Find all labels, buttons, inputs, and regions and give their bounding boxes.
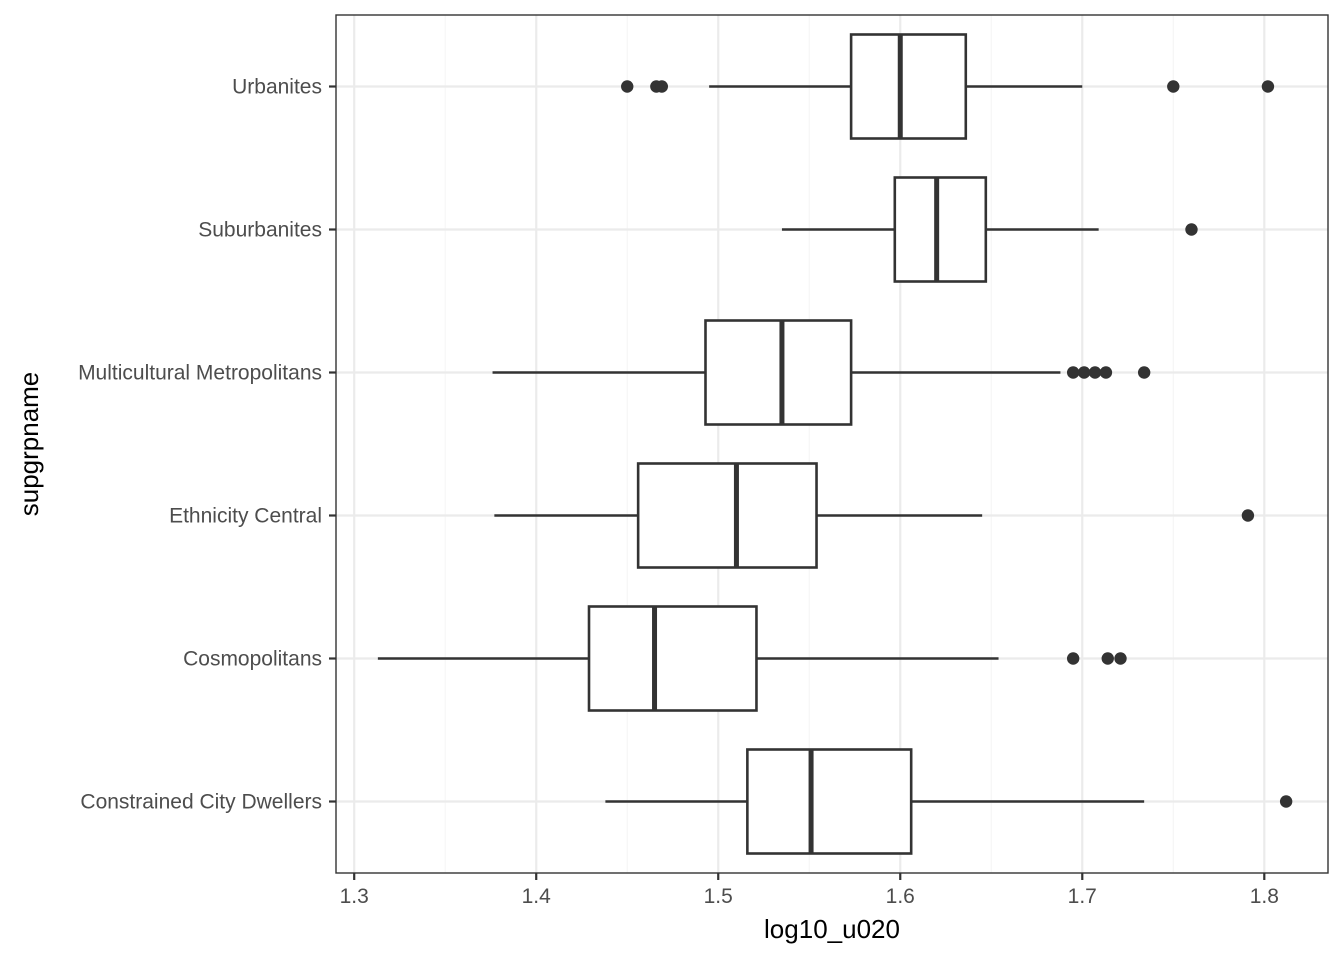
box-iqr: [746, 748, 913, 855]
x-axis-title: log10_u020: [764, 914, 900, 944]
box-series: [377, 33, 1293, 855]
x-tick-label: 1.3: [340, 885, 369, 908]
outlier-point: [1066, 652, 1080, 665]
box-group: [605, 748, 1293, 855]
outlier-point: [1167, 80, 1180, 93]
panel-border: [335, 14, 1329, 874]
y-tick-label: Constrained City Dwellers: [80, 791, 322, 814]
x-tick-label: 1.7: [1068, 885, 1097, 908]
outlier-point: [1137, 366, 1151, 379]
y-tick-label: Urbanites: [232, 76, 322, 99]
outlier-point: [1101, 652, 1114, 665]
x-tick-label: 1.6: [886, 885, 915, 908]
axes: Urbanites Suburbanites Multicultural Metro…: [78, 76, 1279, 909]
y-tick-label: Suburbanites: [198, 219, 322, 242]
y-tick-label: Multicultural Metropolitans: [78, 362, 322, 385]
box-group: [621, 33, 1275, 140]
box-group: [492, 319, 1151, 426]
outlier-point: [1088, 366, 1102, 379]
outlier-point: [621, 80, 634, 93]
box-group: [377, 605, 1127, 712]
x-tick-label: 1.4: [522, 885, 552, 908]
outlier-point: [1241, 509, 1255, 522]
outlier-point: [655, 80, 669, 93]
outlier-point: [1114, 652, 1127, 665]
x-tick-label: 1.5: [704, 885, 733, 908]
box-iqr: [849, 33, 968, 140]
y-tick-label: Cosmopolitans: [183, 648, 322, 671]
y-axis-title: supgrpname: [14, 372, 44, 517]
outlier-point: [1066, 366, 1080, 379]
box-group: [494, 462, 1255, 569]
box-iqr: [893, 176, 988, 283]
box-iqr: [636, 462, 818, 569]
outlier-point: [1077, 366, 1091, 379]
box-group: [781, 176, 1198, 283]
box-iqr: [704, 319, 853, 426]
outlier-point: [1279, 795, 1293, 808]
outlier-point: [1185, 223, 1198, 236]
outlier-point: [1261, 80, 1275, 93]
x-tick-label: 1.8: [1250, 885, 1279, 908]
box-iqr: [587, 605, 758, 712]
y-tick-label: Ethnicity Central: [169, 505, 322, 528]
outlier-point: [1099, 366, 1113, 379]
